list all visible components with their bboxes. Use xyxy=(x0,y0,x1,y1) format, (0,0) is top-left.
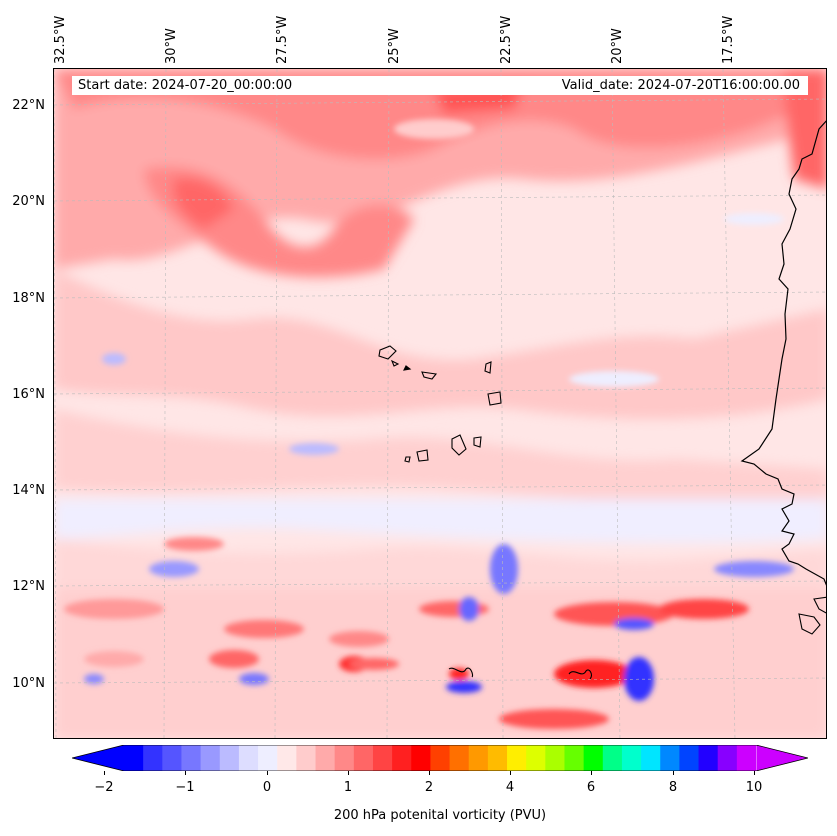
lon-label-17-5w: 17.5°W xyxy=(721,15,736,64)
lon-label-30w: 30°W xyxy=(164,28,179,64)
cb-tick-label: 10 xyxy=(745,780,763,795)
colorbar-cell xyxy=(392,745,412,771)
cb-tickmark xyxy=(267,771,268,775)
colorbar-cell xyxy=(277,745,297,771)
lat-label-16n: 16°N xyxy=(12,387,45,402)
cb-tickmark xyxy=(104,771,105,775)
colorbar-cell xyxy=(679,745,700,771)
start-date-label: Start date: 2024-07-20_00:00:00 xyxy=(78,78,293,93)
info-bar: Start date: 2024-07-20_00:00:00 Valid_da… xyxy=(72,76,808,95)
colorbar-cell xyxy=(430,745,451,771)
cb-tickmark xyxy=(348,771,349,775)
colorbar-cell xyxy=(602,745,623,771)
cb-tick-label: 6 xyxy=(586,780,596,795)
coast-squiggle-2 xyxy=(568,669,593,680)
colorbar-cell xyxy=(258,745,278,771)
colorbar-under-arrow xyxy=(72,745,124,771)
cb-tickmark xyxy=(185,771,186,775)
colorbar-cell xyxy=(660,745,680,771)
colorbar-cell xyxy=(717,745,738,771)
lat-label-18n: 18°N xyxy=(12,291,45,306)
cb-tick-label: −2 xyxy=(94,780,114,795)
colorbar-cells xyxy=(124,745,757,771)
colorbar-over-arrow xyxy=(757,745,808,771)
cb-tickmark xyxy=(754,771,755,775)
colorbar-cell xyxy=(181,745,202,771)
colorbar-cell xyxy=(372,745,393,771)
pv-contours-fine xyxy=(64,119,794,729)
cb-tick-label: 8 xyxy=(668,780,678,795)
colorbar-cell xyxy=(219,745,240,771)
colorbar-title: 200 hPa potenital vorticity (PVU) xyxy=(333,808,547,823)
colorbar-cell xyxy=(411,745,432,771)
cb-tick-label: 1 xyxy=(343,780,353,795)
cape-verde-islands xyxy=(378,345,502,463)
coastline-guinea-islands xyxy=(798,596,826,635)
colorbar-cell xyxy=(296,745,317,771)
gridlines xyxy=(54,69,826,738)
lon-label-22-5w: 22.5°W xyxy=(499,15,514,64)
colorbar-cell xyxy=(545,745,566,771)
colorbar-cell xyxy=(124,745,144,771)
colorbar xyxy=(72,745,808,771)
colorbar-cell xyxy=(315,745,336,771)
pv-map[interactable] xyxy=(53,68,827,739)
colorbar-cell xyxy=(162,745,183,771)
coast-squiggle-1 xyxy=(448,667,474,678)
colorbar-cell xyxy=(698,745,719,771)
lat-label-12n: 12°N xyxy=(12,579,45,594)
cb-tick-label: 2 xyxy=(424,780,434,795)
lat-label-14n: 14°N xyxy=(12,483,45,498)
colorbar-cell xyxy=(353,745,374,771)
colorbar-cell xyxy=(564,745,585,771)
lon-label-27-5w: 27.5°W xyxy=(275,15,290,64)
colorbar-cell xyxy=(641,745,661,771)
cb-tickmark xyxy=(591,771,592,775)
lat-label-20n: 20°N xyxy=(12,194,45,209)
cb-tick-label: 0 xyxy=(262,780,272,795)
colorbar-cell xyxy=(143,745,163,771)
colorbar-cell xyxy=(621,745,642,771)
colorbar-cell xyxy=(449,745,470,771)
valid-date-label: Valid_date: 2024-07-20T16:00:00.00 xyxy=(561,78,800,93)
lon-label-25w: 25°W xyxy=(387,28,402,64)
colorbar-cell xyxy=(200,745,221,771)
cb-tickmark xyxy=(429,771,430,775)
cb-tick-label: −1 xyxy=(175,780,195,795)
cb-tickmark xyxy=(673,771,674,775)
cb-tick-label: 4 xyxy=(505,780,515,795)
pv-field xyxy=(54,69,826,738)
colorbar-cell xyxy=(334,745,355,771)
colorbar-cell xyxy=(526,745,546,771)
lon-label-20w: 20°W xyxy=(610,28,625,64)
colorbar-cell xyxy=(583,745,604,771)
colorbar-cell xyxy=(736,745,757,771)
lat-label-10n: 10°N xyxy=(12,676,45,691)
colorbar-cell xyxy=(507,745,527,771)
colorbar-cell xyxy=(487,745,508,771)
cb-tickmark xyxy=(510,771,511,775)
lat-label-22n: 22°N xyxy=(12,98,45,113)
coastline-africa xyxy=(740,120,826,586)
colorbar-cell xyxy=(238,745,259,771)
lon-label-32-5w: 32.5°W xyxy=(53,15,68,64)
colorbar-cell xyxy=(468,745,489,771)
